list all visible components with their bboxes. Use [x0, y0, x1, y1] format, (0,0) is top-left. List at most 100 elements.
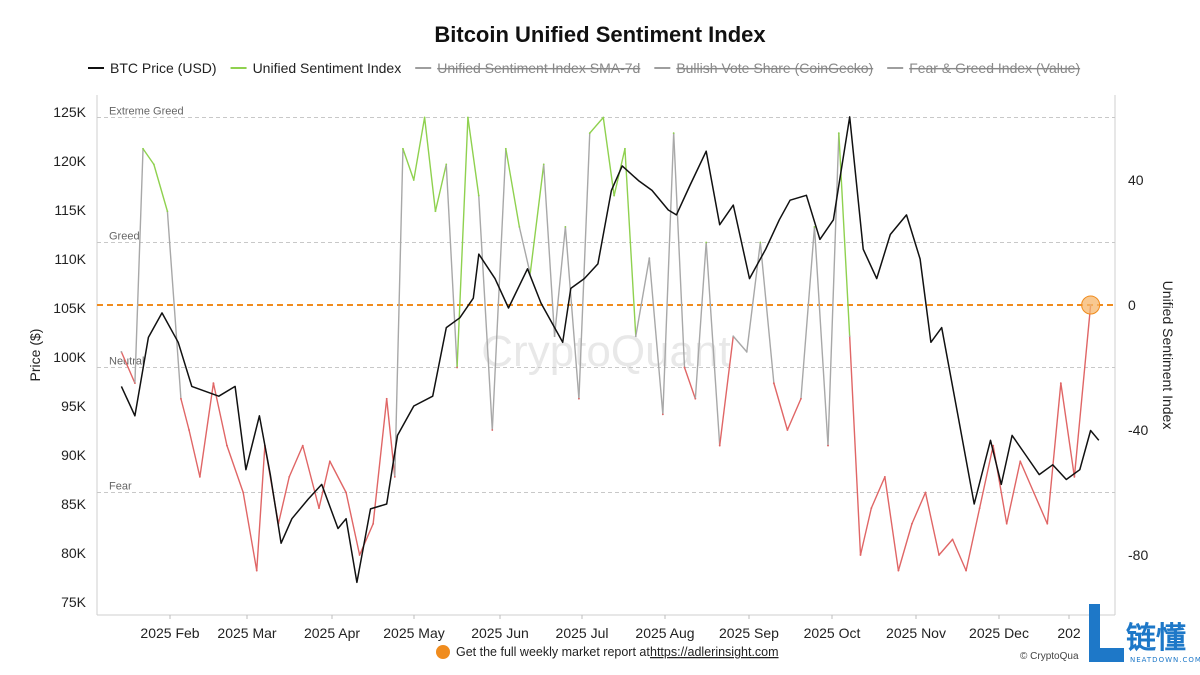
sentiment-segment: [838, 132, 851, 337]
footer-text: Get the full weekly market report at: [456, 645, 650, 659]
sentiment-segment: [672, 132, 686, 369]
sentiment-segment: [413, 116, 426, 181]
sentiment-segment: [1046, 382, 1062, 525]
sentiment-point: [318, 507, 320, 510]
sentiment-segment: [277, 476, 290, 525]
sentiment-segment: [694, 241, 707, 400]
sentiment-point: [634, 335, 637, 338]
price-tick-label: 95K: [61, 398, 87, 414]
sentiment-point: [718, 444, 721, 447]
sentiment-segment: [746, 241, 762, 353]
sentiment-segment: [180, 398, 190, 431]
sentiment-point: [491, 429, 494, 431]
sentiment-segment: [951, 538, 967, 572]
sentiment-segment: [897, 523, 913, 572]
sentiment-segment: [188, 429, 201, 478]
sentiment-point: [412, 179, 415, 181]
price-tick-label: 80K: [61, 545, 87, 561]
sentiment-point: [897, 569, 900, 572]
sentiment-segment: [385, 398, 396, 478]
zone-label-1: Greed: [109, 231, 140, 243]
footer-link[interactable]: https://adlerinsight.com: [650, 645, 779, 659]
zone-label-3: Fear: [109, 481, 132, 493]
sentiment-segment: [553, 226, 567, 337]
sentiment-point: [255, 569, 258, 572]
sentiment-axis-ticks: 40 0 -40 -80: [1128, 172, 1148, 563]
sentiment-segment: [1033, 491, 1049, 525]
x-tick-label: 2025 Mar: [217, 625, 276, 641]
sentiment-point: [445, 163, 448, 166]
logo-l-icon: [1089, 604, 1124, 662]
sentiment-point: [301, 444, 304, 447]
sentiment-segment: [166, 210, 182, 400]
sentiment-point: [518, 225, 521, 228]
sentiment-segment: [256, 444, 266, 572]
sentiment-segment: [870, 476, 886, 509]
latest-marker-group: [1081, 295, 1101, 315]
sentiment-segment: [705, 241, 721, 447]
sentiment-segment: [859, 507, 873, 556]
sentiment-segment: [800, 226, 816, 400]
sentiment-point: [358, 554, 361, 556]
sentiment-tick-label: 40: [1128, 172, 1144, 188]
sentiment-segment: [602, 116, 615, 197]
sentiment-segment: [1019, 460, 1035, 494]
x-tick-label: 2025 Jul: [556, 625, 609, 641]
sentiment-point: [1032, 491, 1035, 494]
x-tick-label: 2025 Sep: [719, 625, 779, 641]
sentiment-segment: [759, 241, 775, 384]
sentiment-segment: [318, 460, 331, 509]
sentiment-segment: [786, 398, 802, 431]
sentiment-point: [683, 366, 686, 369]
sentiment-point: [859, 554, 862, 556]
sentiment-point: [553, 335, 556, 338]
legend-label-4: Fear & Greed Index (Value): [909, 60, 1080, 76]
price-tick-label: 90K: [61, 447, 87, 463]
sentiment-point: [992, 444, 995, 447]
sentiment-segment: [543, 163, 556, 337]
sentiment-point: [772, 382, 775, 385]
sentiment-point: [624, 147, 626, 150]
sentiment-point: [504, 147, 507, 150]
sentiment-point: [328, 460, 331, 463]
sentiment-point: [883, 475, 886, 478]
sentiment-segment: [372, 398, 388, 525]
sentiment-tick-label: -40: [1128, 422, 1148, 438]
legend-label-2: Unified Sentiment Index SMA-7d: [437, 60, 640, 76]
legend: BTC Price (USD) Unified Sentiment Index Un…: [88, 60, 1080, 76]
x-tick-label: 202: [1057, 625, 1081, 641]
price-tick-label: 110K: [54, 251, 86, 267]
sentiment-point: [800, 397, 802, 400]
sentiment-point: [827, 444, 829, 447]
sentiment-point: [978, 507, 981, 510]
legend-label-3: Bullish Vote Share (CoinGecko): [676, 60, 873, 76]
sentiment-point: [911, 522, 913, 525]
sentiment-point: [588, 132, 591, 135]
sentiment-point: [385, 397, 388, 400]
sentiment-point: [142, 147, 144, 150]
sentiment-segment: [302, 444, 320, 509]
sentiment-segment: [242, 491, 258, 572]
sentiment-point: [759, 241, 762, 244]
sentiment-point: [1019, 460, 1022, 463]
sentiment-segment: [648, 257, 664, 416]
date-axis-ticks: 2025 Feb 2025 Mar 2025 Apr 2025 May 2025 Jun…: [140, 615, 1081, 641]
legend-label-0: BTC Price (USD): [110, 60, 217, 76]
sentiment-point: [938, 554, 940, 556]
sentiment-point: [705, 241, 708, 244]
sentiment-point: [423, 116, 426, 119]
sentiment-point: [134, 382, 136, 385]
x-tick-label: 2025 Dec: [969, 625, 1029, 641]
x-tick-label: 2025 Apr: [304, 625, 360, 641]
price-tick-label: 115K: [54, 202, 86, 218]
sentiment-point: [434, 210, 437, 213]
sentiment-segment: [199, 382, 215, 478]
sentiment-segment: [153, 163, 169, 212]
sentiment-segment: [467, 116, 480, 197]
sentiment-segment: [884, 476, 900, 572]
sentiment-point: [226, 444, 228, 447]
sentiment-segment: [478, 194, 493, 431]
price-tick-label: 100K: [53, 349, 86, 365]
